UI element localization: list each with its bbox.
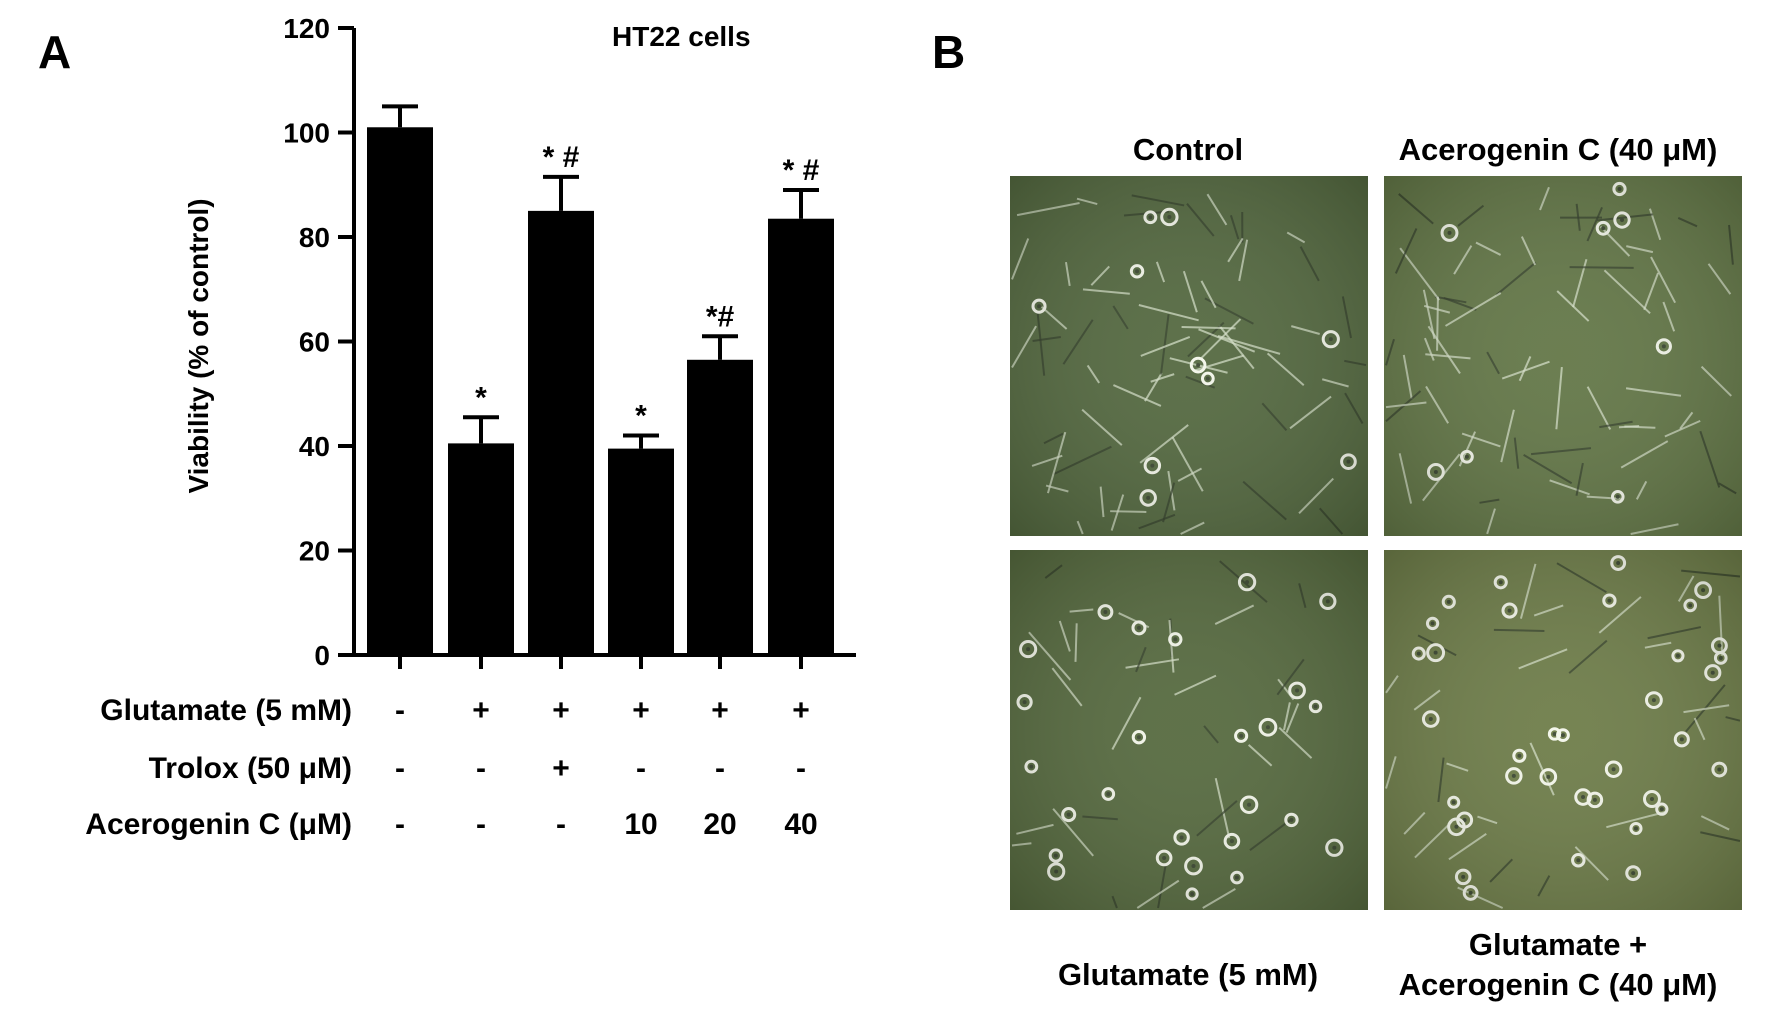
y-tick-label: 80 [299,222,330,253]
treatment-value: 40 [784,808,817,841]
bar [367,127,433,655]
panel-label-a: A [38,26,71,78]
chart-title: HT22 cells [612,21,751,52]
y-tick-label: 100 [283,118,330,149]
bar [528,210,594,655]
y-tick-label: 60 [299,327,330,358]
treatment-label: Trolox (50 μM) [149,752,352,785]
treatment-value: - [556,808,566,841]
treatment-label: Acerogenin C (μM) [85,808,352,841]
caption-glutamate-plus: Glutamate + [1469,927,1647,962]
treatment-value: - [395,752,405,785]
treatment-value: + [472,694,490,727]
treatment-value: 10 [624,808,657,841]
panel-label-b: B [932,26,965,78]
treatment-value: - [636,752,646,785]
bar [768,218,834,655]
caption-glutamate-acerogenin: Acerogenin C (40 μM) [1399,967,1718,1002]
significance-mark: * # [543,141,580,174]
treatment-value: - [395,808,405,841]
viability-bar-chart: HT22 cells Viability (% of control) 0 20 4… [85,13,856,841]
y-axis: 0 20 40 60 80 100 120 [283,13,354,671]
treatment-table: Glutamate (5 mM) - + + + + + Trolox (50 μM) - - + -… [85,694,817,841]
control-micrograph [1010,176,1368,536]
y-axis-label: Viability (% of control) [183,198,214,493]
treatment-value: + [711,694,729,727]
significance-mark: * [475,381,487,414]
y-tick-label: 120 [283,13,330,44]
glutamate-acerogenin-micrograph [1384,550,1742,910]
micrograph-grid [1010,176,1742,910]
y-tick-label: 0 [314,640,330,671]
caption-glutamate: Glutamate (5 mM) [1058,957,1318,992]
treatment-value: + [632,694,650,727]
acerogenin-micrograph [1384,176,1742,536]
significance-mark: * [635,400,647,433]
treatment-value: - [395,694,405,727]
significance-mark: * # [783,154,820,187]
bar [687,359,753,655]
treatment-value: + [552,752,570,785]
treatment-value: - [476,808,486,841]
bars: * * # * *# * # [367,104,834,669]
treatment-value: - [796,752,806,785]
caption-acerogenin: Acerogenin C (40 μM) [1399,132,1718,167]
treatment-label: Glutamate (5 mM) [100,694,352,727]
y-tick-label: 40 [299,431,330,462]
caption-control: Control [1133,132,1243,167]
micrograph-panel: Control Acerogenin C (40 μM) Glutamate (… [1010,132,1742,1002]
treatment-value: + [792,694,810,727]
treatment-value: + [552,694,570,727]
bar [608,448,674,655]
treatment-value: - [715,752,725,785]
glutamate-micrograph [1010,550,1368,910]
significance-mark: *# [706,300,735,333]
y-tick-label: 20 [299,536,330,567]
treatment-value: 20 [703,808,736,841]
bar [448,443,514,655]
treatment-value: - [476,752,486,785]
